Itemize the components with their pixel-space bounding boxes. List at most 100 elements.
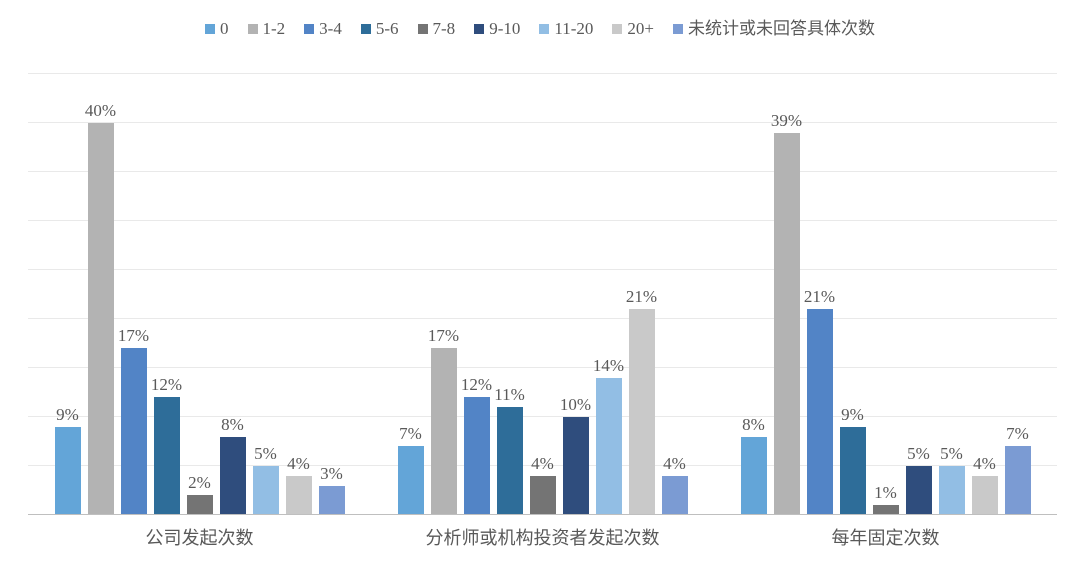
category-axis: 公司发起次数 分析师或机构投资者发起次数 每年固定次数	[28, 524, 1057, 550]
bar: 40%	[85, 102, 116, 515]
gridline	[28, 122, 1057, 123]
bar-value-label: 2%	[188, 473, 211, 493]
bar-group: 8% 39% 21% 9% 1% 5% 5% 4% 7%	[714, 74, 1057, 515]
bar-value-label: 5%	[907, 444, 930, 463]
bar-value-label: 7%	[399, 424, 422, 444]
bar: 21%	[626, 288, 657, 515]
legend-swatch-icon	[360, 23, 371, 34]
bar-value-label: 11%	[494, 385, 525, 405]
bar: 21%	[804, 288, 835, 515]
bar-value-label: 5%	[254, 444, 277, 463]
legend-item: 5-6	[360, 19, 399, 38]
category-label: 公司发起次数	[145, 528, 254, 548]
gridline	[28, 416, 1057, 417]
bar-value-label: 4%	[287, 453, 310, 473]
legend-swatch-icon	[612, 23, 623, 34]
bar: 9%	[54, 406, 81, 515]
bar: 5%	[938, 445, 965, 515]
gridline	[28, 367, 1057, 368]
chart-legend: 0 1-2 3-4 5-6 7-8 9-10 11-20 20+ 未统计或未回答具体次数	[0, 20, 1080, 37]
gridline	[28, 318, 1057, 319]
bar: 14%	[593, 357, 624, 515]
bar: 4%	[971, 455, 998, 515]
bar-value-label: 1%	[874, 483, 897, 503]
gridline	[28, 73, 1057, 74]
bar: 4%	[661, 455, 688, 515]
bar: 8%	[219, 416, 246, 515]
bar: 17%	[428, 327, 459, 515]
bar: 39%	[771, 112, 802, 515]
bar: 12%	[151, 376, 182, 515]
legend-label: 11-20	[554, 19, 594, 38]
legend-label: 未统计或未回答具体次数	[687, 19, 875, 38]
gridline	[28, 465, 1057, 466]
bar-value-label: 4%	[663, 453, 686, 473]
bar: 12%	[461, 376, 492, 515]
legend-label: 0	[220, 19, 229, 38]
bar: 9%	[839, 406, 866, 515]
legend-label: 1-2	[262, 19, 286, 38]
bar: 7%	[1004, 425, 1031, 515]
bar: 10%	[560, 396, 591, 515]
bar-group: 9% 40% 17% 12% 2% 8% 5% 4% 3%	[28, 74, 371, 515]
bar: 5%	[252, 445, 279, 515]
bar: 1%	[872, 484, 899, 515]
legend-item: 11-20	[539, 20, 593, 37]
x-axis-line	[28, 514, 1057, 515]
bar-value-label: 17%	[427, 326, 460, 346]
bar: 4%	[529, 455, 556, 515]
bar: 2%	[186, 474, 213, 515]
bar-group: 7% 17% 12% 11% 4% 10% 14% 21% 4%	[371, 74, 714, 515]
bar: 8%	[740, 416, 767, 515]
legend-swatch-icon	[672, 23, 683, 34]
bar-value-label: 9%	[56, 404, 79, 424]
bar: 17%	[118, 327, 149, 515]
bar-value-label: 9%	[841, 404, 864, 424]
bar-value-label: 39%	[770, 110, 803, 130]
bar-value-label: 12%	[460, 375, 493, 395]
legend-swatch-icon	[205, 23, 215, 34]
legend-label: 7-8	[432, 19, 456, 38]
bar-value-label: 10%	[559, 395, 592, 414]
legend-label: 5-6	[375, 19, 399, 38]
bar-value-label: 12%	[150, 375, 183, 395]
legend-item: 0	[205, 20, 229, 37]
bar-value-label: 4%	[973, 453, 996, 473]
legend-swatch-icon	[247, 23, 258, 34]
legend-item: 未统计或未回答具体次数	[672, 19, 875, 38]
legend-item: 20+	[612, 20, 654, 37]
bar-groups: 9% 40% 17% 12% 2% 8% 5% 4% 3% 7% 17% 12% 11% 4% 10% 14%…	[28, 74, 1057, 515]
gridline	[28, 171, 1057, 172]
bar-value-label: 8%	[221, 414, 244, 434]
legend-label: 9-10	[489, 19, 521, 38]
bar: 3%	[318, 465, 345, 515]
gridline	[28, 220, 1057, 221]
legend-swatch-icon	[539, 23, 550, 34]
bar-value-label: 40%	[84, 101, 117, 120]
legend-swatch-icon	[417, 23, 428, 34]
bar: 5%	[905, 445, 932, 515]
bar: 11%	[494, 386, 525, 515]
bar-value-label: 14%	[592, 355, 625, 375]
legend-item: 7-8	[417, 19, 456, 38]
legend-item: 9-10	[474, 20, 520, 37]
bar: 7%	[397, 425, 424, 515]
category-label: 每年固定次数	[831, 528, 940, 548]
bar-value-label: 5%	[940, 444, 963, 463]
category-label: 分析师或机构投资者发起次数	[425, 528, 660, 548]
legend-label: 3-4	[319, 19, 342, 38]
bar-value-label: 8%	[742, 414, 765, 434]
bar: 4%	[285, 455, 312, 515]
legend-item: 1-2	[247, 19, 286, 38]
bar-value-label: 21%	[803, 287, 836, 307]
legend-item: 3-4	[304, 20, 342, 37]
bar-value-label: 21%	[625, 287, 658, 307]
bar-value-label: 4%	[531, 453, 554, 473]
bar-value-label: 7%	[1006, 424, 1029, 444]
legend-label: 20+	[627, 19, 654, 38]
bar-value-label: 17%	[117, 326, 150, 346]
bar-value-label: 3%	[320, 463, 343, 483]
plot-area: 9% 40% 17% 12% 2% 8% 5% 4% 3% 7% 17% 12% 11% 4% 10% 14%…	[28, 73, 1057, 515]
gridline	[28, 269, 1057, 270]
